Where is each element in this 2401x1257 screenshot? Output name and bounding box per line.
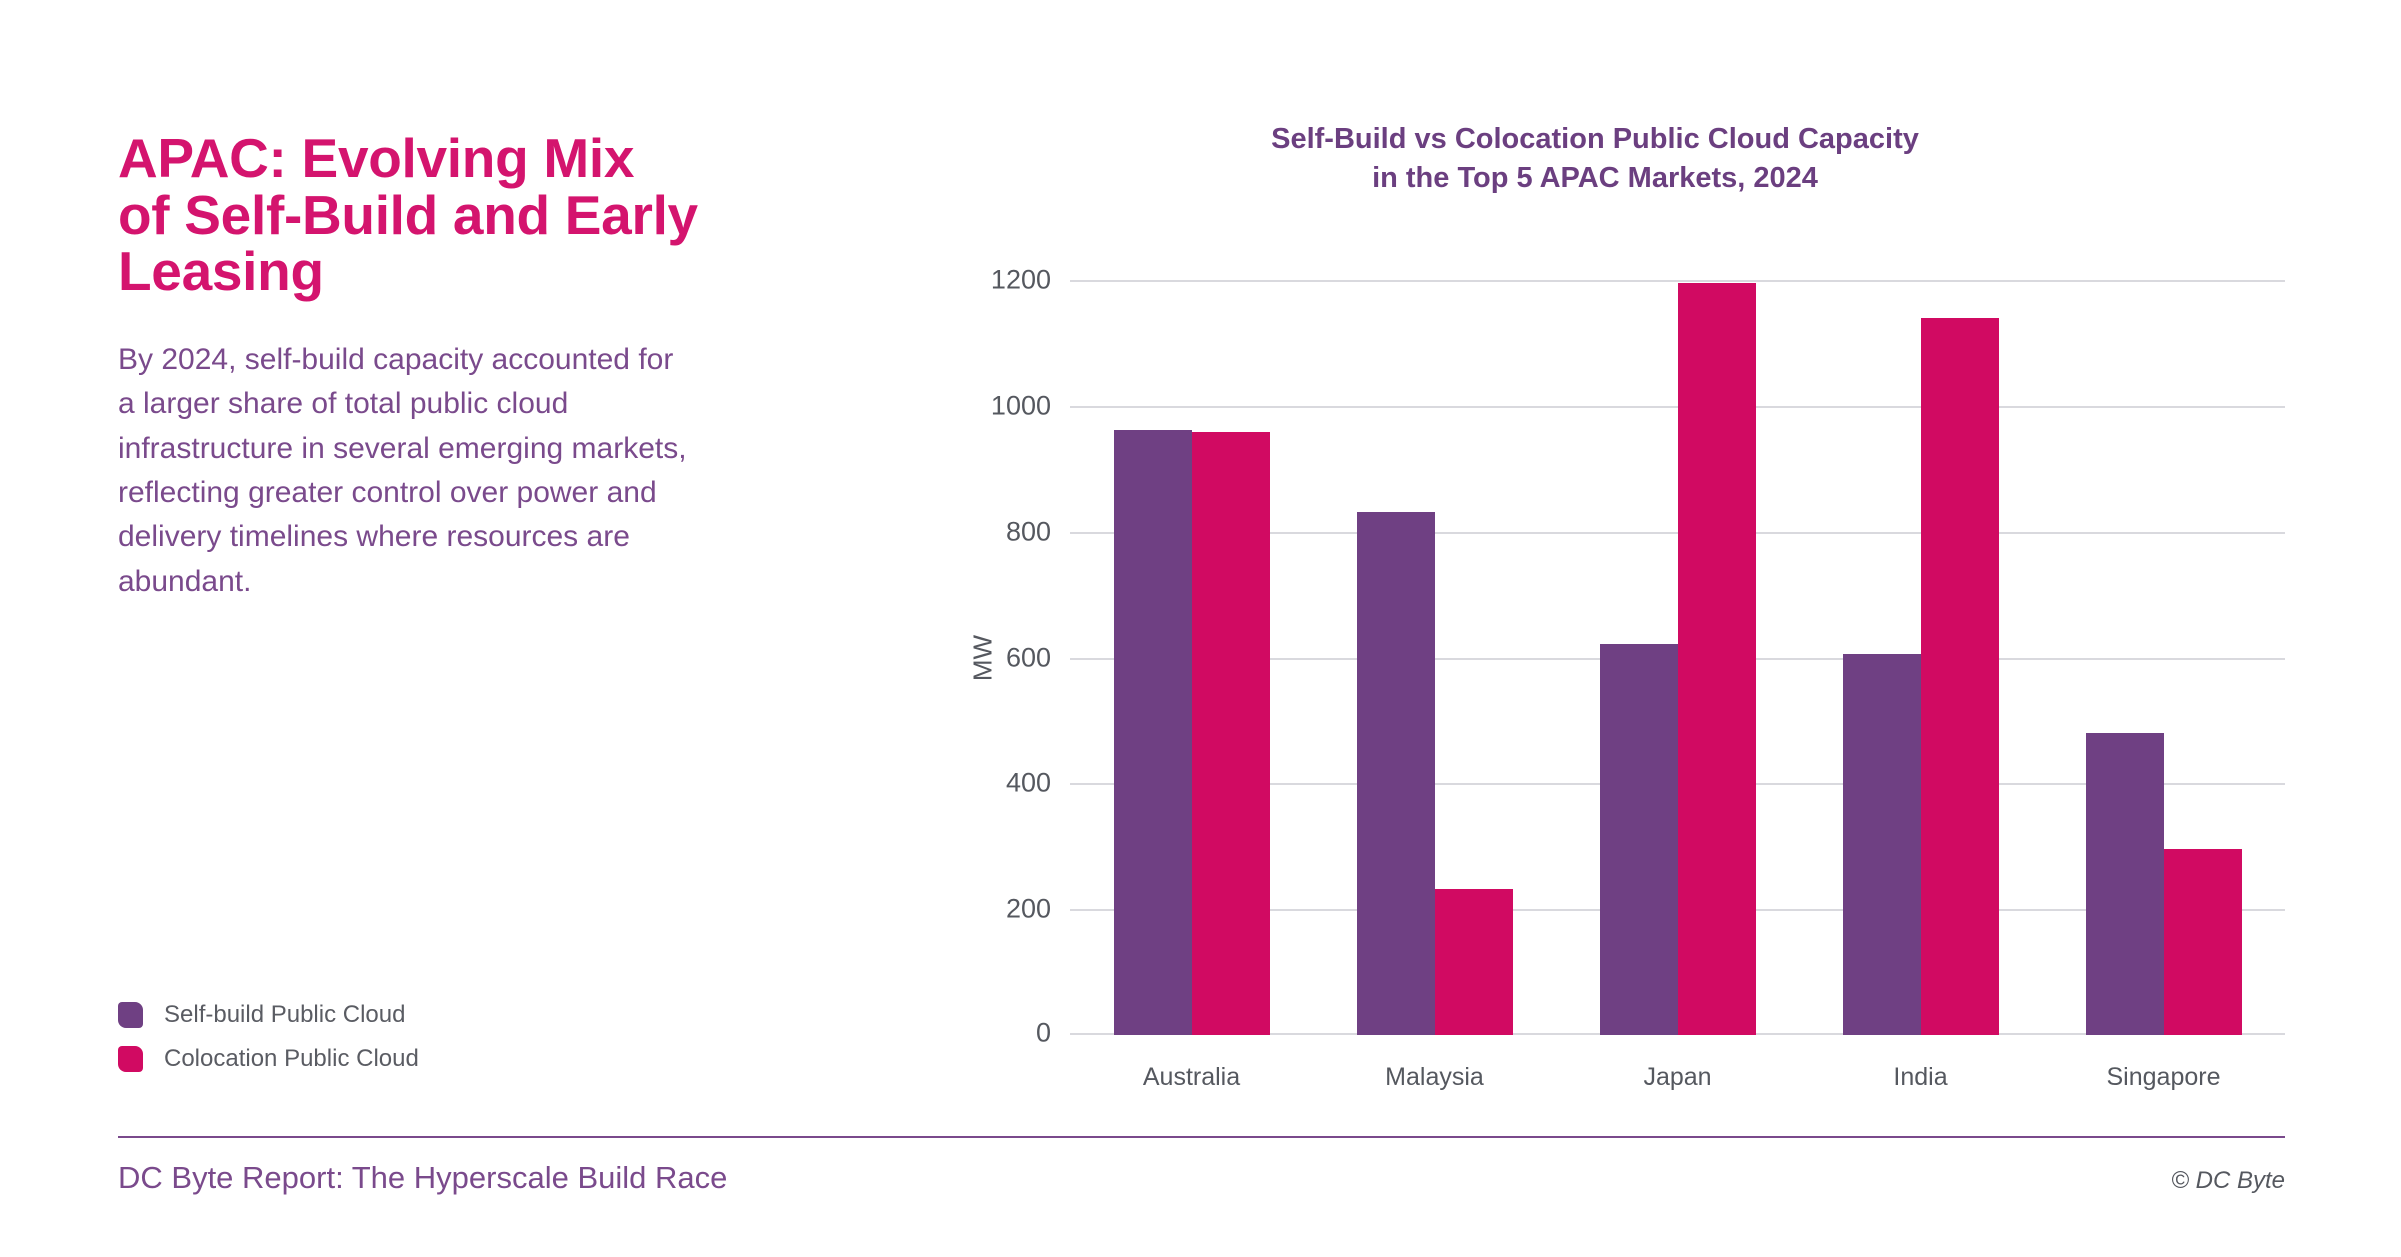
page-title: APAC: Evolving Mix of Self-Build and Ear… [118,127,698,303]
legend-swatch-icon [118,1046,143,1072]
y-axis-tick-label: 0 [1035,1017,1051,1048]
bar-group-india: India [1799,280,2042,1091]
y-axis-label: MW [967,634,998,681]
y-axis-tick-label: 400 [1005,767,1051,798]
bar-self-build[interactable] [1113,429,1192,1035]
bar-pair [1313,280,1556,1035]
bar-self-build[interactable] [1356,512,1435,1035]
gridline: 1200 [991,265,2285,295]
legend-swatch-icon [118,1002,143,1028]
bar-group-singapore: Singapore [2042,280,2285,1091]
y-axis-tick-label: 1000 [990,390,1051,421]
y-axis-tick-label: 800 [1005,516,1051,547]
left-panel: APAC: Evolving Mix of Self-Build and Ear… [118,130,718,604]
bar-colocation[interactable] [1920,317,1999,1035]
bar-group-australia: Australia [1070,280,1313,1091]
y-axis-tick-label: 1200 [990,264,1051,295]
bar-colocation[interactable] [2163,848,2242,1035]
chart-title-line-1: Self-Build vs Colocation Public Cloud Ca… [1271,123,1919,155]
bar-self-build[interactable] [1842,654,1921,1035]
x-axis-tick-label: Malaysia [1385,1063,1484,1091]
plot-area: MW 1200 1000 800 600 400 200 0 [968,265,2285,1091]
bar-self-build[interactable] [1599,643,1678,1035]
bar-colocation[interactable] [1677,283,1756,1035]
bar-group-malaysia: Malaysia [1313,280,1556,1091]
bar-colocation[interactable] [1191,432,1270,1035]
bar-pair [2042,280,2285,1035]
y-axis-tick-label: 200 [1005,893,1051,924]
bar-self-build[interactable] [2085,733,2164,1035]
x-axis-tick-label: India [1893,1063,1948,1091]
x-axis-tick-label: Singapore [2106,1063,2221,1091]
footer-report-title: DC Byte Report: The Hyperscale Build Rac… [118,1160,728,1195]
legend-item-self-build[interactable]: Self-build Public Cloud [118,993,419,1037]
bar-chart: Self-Build vs Colocation Public Cloud Ca… [880,110,2310,1120]
legend-item-colocation[interactable]: Colocation Public Cloud [118,1037,419,1081]
x-axis-tick-label: Japan [1643,1063,1712,1091]
footer-divider [118,1136,2285,1138]
bar-colocation[interactable] [1434,889,1513,1035]
bar-pair [1070,280,1313,1035]
x-axis-tick-label: Australia [1142,1063,1241,1091]
footer-copyright: © DC Byte [2171,1167,2285,1194]
chart-title-line-2: in the Top 5 APAC Markets, 2024 [1372,162,1818,195]
chart-legend: Self-build Public Cloud Colocation Publi… [118,993,419,1081]
bar-pair [1556,280,1799,1035]
legend-item-label: Self-build Public Cloud [164,1001,406,1028]
bar-pair [1799,280,2042,1035]
bar-group-japan: Japan [1556,280,1799,1091]
legend-item-label: Colocation Public Cloud [164,1045,419,1072]
y-axis-tick-label: 600 [1005,642,1051,672]
bar-groups: Australia Malaysia Japan [1070,280,2285,1091]
chart-title: Self-Build vs Colocation Public Cloud Ca… [880,120,2310,198]
summary-paragraph: By 2024, self-build capacity accounted f… [118,342,687,598]
